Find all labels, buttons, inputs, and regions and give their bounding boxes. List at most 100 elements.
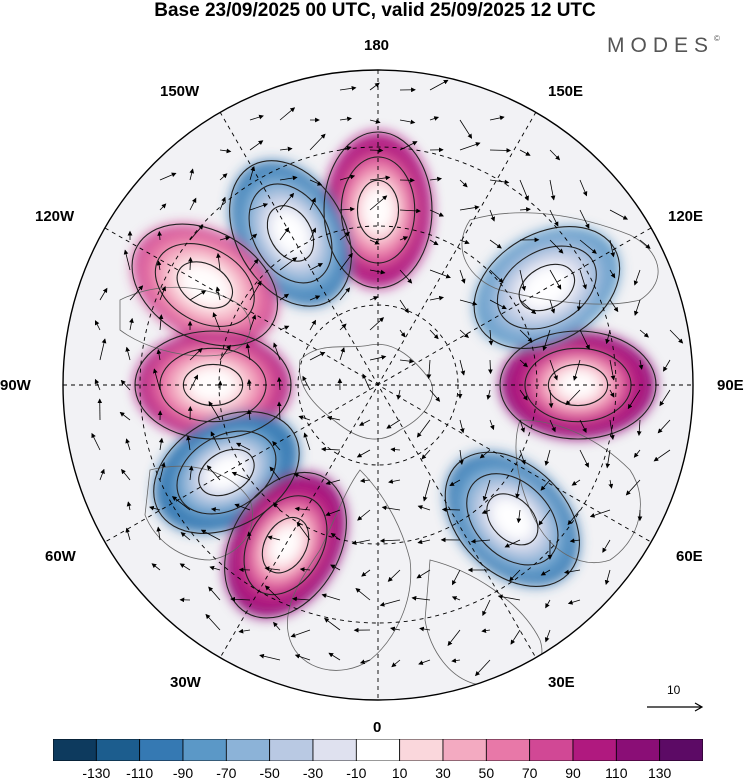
wind-arrow (186, 435, 191, 451)
wind-arrow (369, 82, 380, 91)
wind-arrow (481, 628, 491, 634)
wind-arrow (249, 258, 259, 271)
wind-arrow (399, 358, 415, 364)
lon-label-90w: 90W (0, 377, 31, 394)
wind-arrow (489, 239, 502, 249)
wind-arrow (639, 329, 649, 338)
wind-arrow (200, 529, 221, 541)
wind-arrow (519, 207, 531, 212)
wind-arrow (399, 208, 421, 214)
streamline (198, 448, 255, 497)
colorbar-tick-label: 90 (565, 765, 581, 781)
wind-arrow (549, 239, 564, 254)
lon-label-180: 180 (364, 37, 390, 54)
wind-arrow (639, 239, 651, 249)
wind-arrow (171, 496, 191, 511)
colorbar (53, 739, 703, 761)
colorbar-tick-label: -110 (126, 765, 154, 781)
wind-arrow (357, 509, 371, 521)
wind-arrow (633, 269, 641, 286)
wind-arrow (129, 285, 144, 301)
colorbar-swatch (529, 739, 574, 761)
wind-arrow (429, 329, 439, 340)
wind-arrow (419, 626, 431, 632)
wind-arrow (273, 502, 281, 511)
wind-arrow (249, 140, 264, 151)
wind-arrow (369, 175, 391, 181)
wind-arrow (369, 269, 386, 275)
wind-arrow (396, 389, 402, 400)
wind-arrow (609, 389, 615, 398)
wind-arrow (269, 466, 281, 481)
wind-arrow (121, 468, 131, 481)
wind-arrow (219, 148, 232, 154)
wind-arrow (339, 206, 355, 212)
lon-label-120w: 120W (35, 208, 75, 225)
wind-arrow (545, 599, 551, 609)
wind-arrow (369, 147, 384, 153)
wind-arrow (565, 389, 581, 406)
colorbar-swatch (312, 739, 357, 761)
wind-arrow (421, 449, 431, 460)
wind-arrow (219, 173, 228, 181)
colorbar-tick-label: -70 (216, 765, 237, 781)
wind-arrow (475, 659, 491, 677)
wind-arrow (99, 287, 108, 301)
contour-lines (131, 131, 657, 619)
wind-arrow (653, 449, 671, 462)
wind-arrow (459, 142, 481, 151)
lon-label-90e: 90E (717, 377, 744, 394)
wind-arrow (451, 658, 461, 663)
lon-label-150w: 150W (160, 83, 200, 100)
wind-arrow (519, 359, 528, 368)
wind-arrow (452, 569, 461, 586)
modes-logo-text: MODES (607, 34, 715, 57)
wind-arrow (309, 352, 326, 361)
streamline (473, 226, 621, 349)
wind-arrow (387, 569, 401, 582)
wind-arrow (481, 509, 491, 514)
wind-arrow (264, 585, 281, 601)
wind-arrow (158, 437, 164, 451)
wind-arrow (627, 389, 641, 410)
wind-arrow (549, 419, 556, 433)
wind-arrow (309, 263, 323, 271)
wind-arrow (276, 401, 282, 421)
wind-arrow (625, 479, 641, 496)
colorbar-swatch (182, 739, 227, 761)
wind-arrow (399, 299, 409, 314)
map-field (63, 70, 693, 700)
wind-arrow (390, 447, 401, 452)
wind-arrow (94, 320, 101, 331)
wind-arrow (516, 509, 522, 524)
wind-arrow (489, 115, 505, 121)
wind-arrow (564, 569, 581, 575)
wind-arrow (540, 569, 551, 576)
wind-arrow (249, 314, 257, 331)
wind-arrow (212, 312, 221, 331)
wind-arrow (459, 269, 466, 284)
wind-arrow (459, 179, 468, 188)
wind-arrow (339, 323, 347, 331)
wind-arrow (328, 652, 341, 661)
wind-arrow (609, 299, 619, 313)
colorbar-swatch (95, 739, 141, 761)
reference-vector-arrow (647, 702, 704, 712)
wind-arrow (369, 296, 379, 301)
wind-arrow (391, 659, 401, 668)
wind-arrow (264, 566, 281, 571)
wind-arrow (292, 596, 311, 602)
colorbar-swatch (615, 739, 661, 761)
streamline (154, 243, 255, 327)
wind-arrow (519, 179, 529, 201)
colorbar-tick-label: 110 (605, 765, 628, 781)
wind-arrow (549, 299, 556, 314)
wind-arrow (379, 538, 401, 544)
wind-arrow (205, 613, 221, 631)
wind-arrow (497, 594, 521, 601)
wind-arrow (441, 507, 461, 512)
wind-arrow (189, 347, 203, 361)
lon-label-150e: 150E (548, 83, 584, 100)
modes-logo: MODES© (607, 34, 720, 58)
